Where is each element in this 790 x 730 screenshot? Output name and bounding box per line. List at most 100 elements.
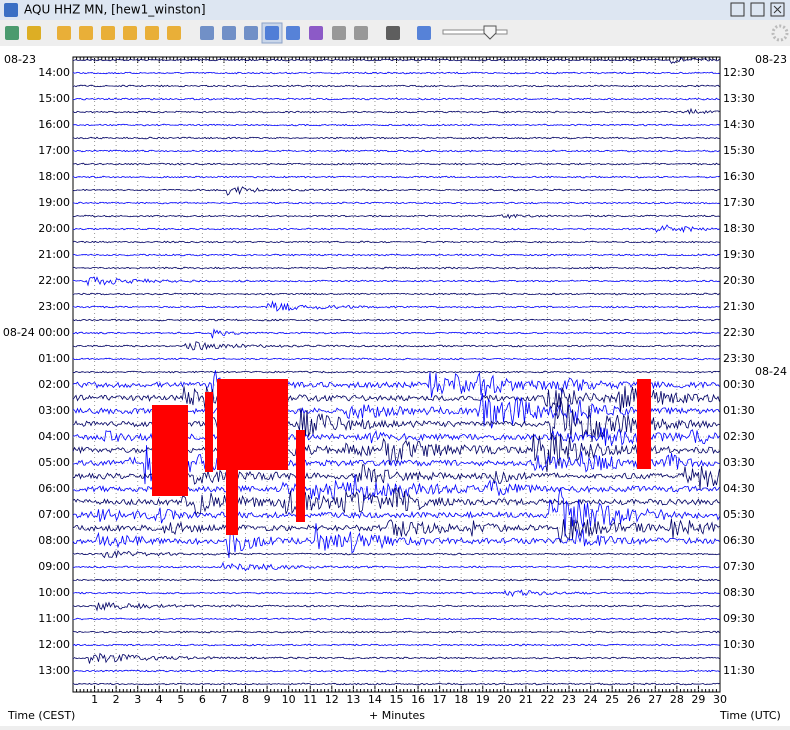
left-time-label: 23:00 — [38, 300, 70, 313]
toolbar-button[interactable] — [5, 26, 19, 40]
right-time-label: 03:30 — [723, 456, 755, 469]
trace — [72, 617, 720, 621]
title-bar — [0, 0, 790, 20]
right-time-label: 18:30 — [723, 222, 755, 235]
minute-label: 11 — [303, 693, 317, 706]
trace — [72, 589, 720, 598]
minute-label: 22 — [540, 693, 554, 706]
minute-label: 16 — [411, 693, 425, 706]
slider-track[interactable] — [442, 29, 508, 35]
toolbar-button[interactable] — [101, 26, 115, 40]
toolbar-button[interactable] — [244, 26, 258, 40]
clip-block — [296, 430, 305, 522]
trace — [72, 652, 720, 664]
trace — [72, 523, 720, 559]
toolbar-button[interactable] — [123, 26, 137, 40]
toolbar-button[interactable] — [167, 26, 181, 40]
minute-label: 1 — [91, 693, 98, 706]
left-time-label: 08:00 — [38, 534, 70, 547]
minute-label: 23 — [562, 693, 576, 706]
minute-label: 20 — [497, 693, 511, 706]
trace — [72, 84, 720, 88]
trace — [72, 669, 720, 673]
left-time-label: 08-24 00:00 — [3, 326, 70, 339]
right-time-label: 17:30 — [723, 196, 755, 209]
right-time-label: 21:30 — [723, 300, 755, 313]
left-time-label: 18:00 — [38, 170, 70, 183]
minute-label: 13 — [346, 693, 360, 706]
left-time-label: 13:00 — [38, 664, 70, 677]
right-time-label: 09:30 — [723, 612, 755, 625]
left-time-label: 12:00 — [38, 638, 70, 651]
trace — [72, 57, 720, 64]
trace — [72, 224, 720, 234]
right-time-label: 19:30 — [723, 248, 755, 261]
minute-label: 24 — [584, 693, 598, 706]
trace — [72, 682, 720, 686]
trace — [72, 578, 720, 582]
minute-label: 17 — [433, 693, 447, 706]
trace — [72, 123, 720, 127]
minute-label: 15 — [390, 693, 404, 706]
trace — [72, 292, 720, 296]
toolbar-button[interactable] — [386, 26, 400, 40]
right-date: 08-23 — [755, 53, 787, 66]
toolbar-button[interactable] — [309, 26, 323, 40]
toolbar-button[interactable] — [354, 26, 368, 40]
right-time-label: 13:30 — [723, 92, 755, 105]
right-time-label: 14:30 — [723, 118, 755, 131]
right-time-label: 10:30 — [723, 638, 755, 651]
right-time-label: 16:30 — [723, 170, 755, 183]
right-time-label: 07:30 — [723, 560, 755, 573]
right-time-label: 00:30 — [723, 378, 755, 391]
plot-area — [72, 56, 721, 693]
toolbar-button[interactable] — [286, 26, 300, 40]
trace — [72, 328, 720, 339]
minute-label: 27 — [648, 693, 662, 706]
x-label-left: Time (CEST) — [7, 709, 75, 722]
window-icon[interactable] — [4, 3, 18, 17]
minute-label: 25 — [605, 693, 619, 706]
minute-label: 7 — [220, 693, 227, 706]
x-label-center: + Minutes — [369, 709, 425, 722]
window-title: AQU HHZ MN, [hew1_winston] — [24, 3, 206, 17]
minute-label: 28 — [670, 693, 684, 706]
close-icon — [773, 5, 782, 14]
trace — [72, 370, 720, 398]
toolbar-button[interactable] — [222, 26, 236, 40]
left-time-label: 03:00 — [38, 404, 70, 417]
right-time-label: 15:30 — [723, 144, 755, 157]
minute-label: 29 — [691, 693, 705, 706]
toolbar-button[interactable] — [332, 26, 346, 40]
minute-label: 10 — [282, 693, 296, 706]
toolbar-button[interactable] — [27, 26, 41, 40]
trace — [72, 487, 720, 537]
minimize-button[interactable] — [730, 2, 745, 17]
minute-label: 30 — [713, 693, 727, 706]
clipped-signal — [152, 379, 651, 535]
minute-label: 14 — [368, 693, 382, 706]
close-button[interactable] — [770, 2, 785, 17]
clip-block — [205, 392, 213, 472]
toolbar-button[interactable] — [417, 26, 431, 40]
trace — [72, 213, 720, 220]
trace — [72, 71, 720, 75]
left-time-label: 22:00 — [38, 274, 70, 287]
toolbar-button[interactable] — [79, 26, 93, 40]
x-label-right: Time (UTC) — [719, 709, 781, 722]
minute-label: 18 — [454, 693, 468, 706]
toolbar-button[interactable] — [57, 26, 71, 40]
minute-label: 5 — [177, 693, 184, 706]
toolbar-buttons — [5, 22, 431, 44]
minute-label: 12 — [325, 693, 339, 706]
toolbar-button[interactable] — [145, 26, 159, 40]
slider-thumb[interactable] — [483, 25, 497, 40]
trace — [72, 266, 720, 270]
toolbar-button[interactable] — [265, 26, 279, 40]
left-time-label: 20:00 — [38, 222, 70, 235]
maximize-button[interactable] — [750, 2, 765, 17]
toolbar-button[interactable] — [200, 26, 214, 40]
trace — [72, 240, 720, 244]
trace — [72, 601, 720, 612]
minute-label: 21 — [519, 693, 533, 706]
